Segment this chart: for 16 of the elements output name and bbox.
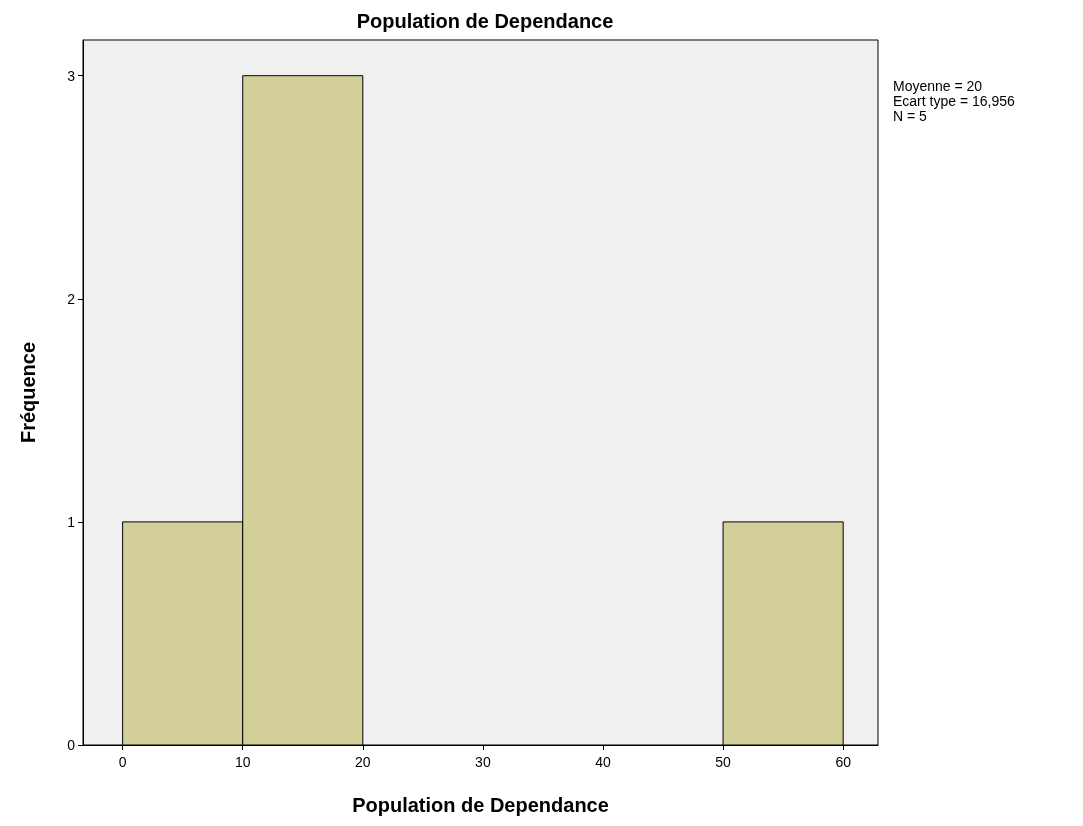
y-tick-label: 0	[67, 737, 76, 753]
x-tick-label: 0	[118, 754, 127, 770]
x-tick-label: 20	[355, 754, 371, 770]
x-tick-label: 10	[234, 754, 251, 770]
text: Moyenne = 20	[893, 77, 983, 94]
y-tick-label: 2	[67, 290, 76, 307]
x-tick-label: 50	[715, 754, 732, 770]
x-tick-label: 60	[835, 754, 852, 770]
x-axis-title: Population de Dependance	[352, 794, 609, 816]
y-tick-label: 1	[67, 513, 76, 530]
x-tick-label: 40	[595, 754, 611, 770]
y-axis-title: Fréquence	[17, 341, 39, 444]
x-tick-label: 30	[475, 754, 491, 770]
text: N = 5	[893, 107, 928, 124]
chart-title: Population de Dependance	[356, 10, 614, 32]
y-tick-label: 3	[67, 67, 76, 84]
